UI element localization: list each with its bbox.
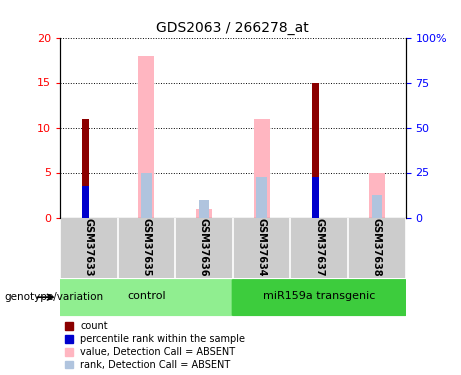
Bar [138,56,154,217]
Bar [254,118,270,218]
Bar [372,195,382,217]
Bar [82,118,89,218]
Text: miR159a transgenic: miR159a transgenic [263,291,375,302]
Text: genotype/variation: genotype/variation [5,292,104,302]
Text: GSM37633: GSM37633 [84,218,94,277]
Text: GSM37638: GSM37638 [372,218,382,277]
Bar [82,186,89,218]
Text: GSM37635: GSM37635 [142,218,151,277]
Bar [369,172,385,217]
Bar [256,177,267,218]
Legend: count, percentile rank within the sample, value, Detection Call = ABSENT, rank, : count, percentile rank within the sample… [65,321,245,370]
Bar [199,200,209,217]
Bar [312,177,319,218]
Text: control: control [127,291,165,302]
FancyBboxPatch shape [59,279,234,316]
Bar [312,82,319,218]
Text: GSM37634: GSM37634 [257,218,266,277]
Text: GSM37637: GSM37637 [314,218,324,277]
FancyBboxPatch shape [231,279,407,316]
Text: GSM37636: GSM37636 [199,218,209,277]
Bar [196,209,212,218]
Title: GDS2063 / 266278_at: GDS2063 / 266278_at [156,21,309,35]
Bar [141,172,152,217]
